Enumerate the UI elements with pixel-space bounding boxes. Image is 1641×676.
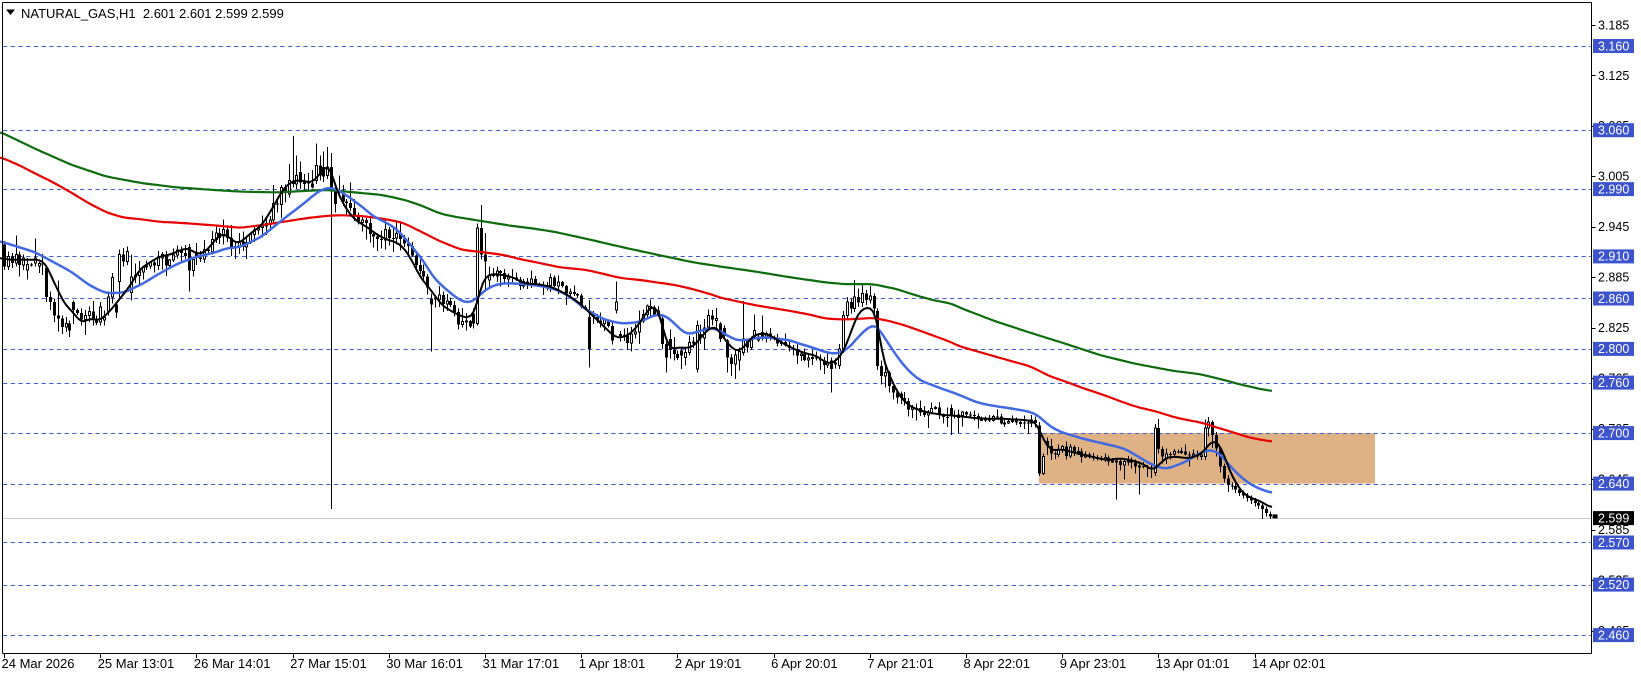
svg-text:14 Apr 02:01: 14 Apr 02:01: [1252, 656, 1326, 671]
svg-text:3.125: 3.125: [1598, 69, 1629, 83]
svg-text:2.945: 2.945: [1598, 220, 1629, 234]
svg-text:3.005: 3.005: [1598, 170, 1629, 184]
svg-text:27 Mar 15:01: 27 Mar 15:01: [290, 656, 367, 671]
svg-text:2.700: 2.700: [1598, 426, 1629, 440]
svg-text:7 Apr 21:01: 7 Apr 21:01: [867, 656, 934, 671]
svg-text:NATURAL_GAS,H1 2.601 2.601 2.: NATURAL_GAS,H1 2.601 2.601 2.599 2.599: [21, 6, 284, 21]
svg-text:2.640: 2.640: [1598, 477, 1629, 491]
svg-text:8 Apr 22:01: 8 Apr 22:01: [964, 656, 1031, 671]
svg-text:2.585: 2.585: [1598, 523, 1629, 537]
svg-text:31 Mar 17:01: 31 Mar 17:01: [483, 656, 560, 671]
svg-text:2.990: 2.990: [1598, 182, 1629, 196]
svg-text:2.760: 2.760: [1598, 376, 1629, 390]
svg-text:2.599: 2.599: [1598, 511, 1629, 525]
svg-text:25 Mar 13:01: 25 Mar 13:01: [98, 656, 175, 671]
svg-text:3.060: 3.060: [1598, 124, 1629, 138]
svg-text:2.800: 2.800: [1598, 342, 1629, 356]
svg-text:2.885: 2.885: [1598, 271, 1629, 285]
svg-text:6 Apr 20:01: 6 Apr 20:01: [771, 656, 838, 671]
svg-text:26 Mar 14:01: 26 Mar 14:01: [194, 656, 271, 671]
svg-text:2.520: 2.520: [1598, 578, 1629, 592]
svg-text:2 Apr 19:01: 2 Apr 19:01: [675, 656, 742, 671]
svg-text:1 Apr 18:01: 1 Apr 18:01: [579, 656, 646, 671]
svg-text:2.460: 2.460: [1598, 628, 1629, 642]
svg-text:3.185: 3.185: [1598, 18, 1629, 32]
svg-text:13 Apr 01:01: 13 Apr 01:01: [1156, 656, 1230, 671]
svg-text:2.860: 2.860: [1598, 292, 1629, 306]
svg-text:3.160: 3.160: [1598, 39, 1629, 53]
svg-text:2.570: 2.570: [1598, 536, 1629, 550]
svg-text:24 Mar 2026: 24 Mar 2026: [2, 656, 75, 671]
svg-text:2.825: 2.825: [1598, 321, 1629, 335]
svg-text:30 Mar 16:01: 30 Mar 16:01: [386, 656, 463, 671]
svg-text:9 Apr 23:01: 9 Apr 23:01: [1060, 656, 1127, 671]
svg-text:2.910: 2.910: [1598, 250, 1629, 264]
